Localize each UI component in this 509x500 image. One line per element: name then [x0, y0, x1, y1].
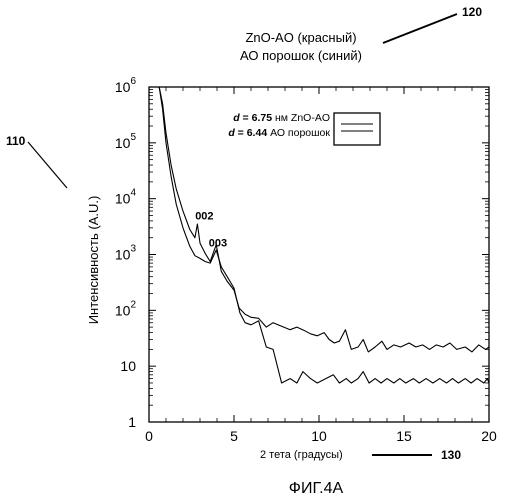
y-tick-base: 10: [115, 135, 131, 151]
ref-numeral-x-axis: 130: [441, 448, 461, 462]
y-tick-exponent: 6: [130, 76, 136, 87]
x-tick-label: 20: [481, 428, 497, 444]
y-tick-label: 105: [115, 132, 137, 151]
x-tick-label: 5: [230, 428, 238, 444]
y-tick-label: 10: [120, 358, 136, 374]
legend: d = 6.75 нм ZnO-AO d = 6.44 АО порошок: [228, 112, 380, 145]
chart-leader-line: [28, 142, 67, 188]
legend-equals: =: [240, 112, 252, 124]
y-tick-label: 102: [115, 299, 137, 318]
legend-box: [334, 113, 380, 145]
y-tick-base: 10: [115, 191, 131, 207]
legend-entry: d = 6.75 нм ZnO-AO: [233, 112, 330, 124]
legend-value: 6.44: [247, 127, 268, 139]
figure-caption: ФИГ.4А: [289, 480, 344, 497]
y-tick-label: 104: [115, 188, 137, 207]
y-tick-labels: 110102103104105106: [115, 76, 137, 430]
y-tick-label: 1: [128, 414, 136, 430]
y-tick-exponent: 3: [130, 244, 136, 255]
header-leader-line: [383, 14, 457, 43]
legend-value: 6.75: [252, 112, 273, 124]
peak-label: 003: [209, 237, 227, 249]
y-tick-label: 106: [115, 76, 137, 95]
y-tick-base: 10: [115, 247, 131, 263]
y-tick-exponent: 5: [130, 132, 136, 143]
y-axis-title: Интенсивность (A.U.): [86, 196, 101, 325]
legend-series-name: АО порошок: [267, 127, 330, 139]
legend-equals: =: [235, 127, 247, 139]
ref-numeral-header: 120: [462, 5, 482, 19]
x-axis-title: 2 тета (градусы): [260, 449, 343, 461]
header-line-1: ZnO-AO (красный): [245, 30, 356, 45]
header-line-2: АО порошок (синий): [240, 48, 362, 63]
y-tick-exponent: 4: [130, 188, 136, 199]
y-tick-base: 10: [115, 79, 131, 95]
legend-entry: d = 6.44 АО порошок: [228, 127, 330, 139]
y-tick-label: 103: [115, 244, 137, 263]
y-tick-base: 10: [120, 358, 136, 374]
x-tick-label: 15: [396, 428, 412, 444]
y-tick-base: 10: [115, 302, 131, 318]
peak-label: 002: [195, 211, 213, 223]
y-tick-base: 1: [128, 414, 136, 430]
y-tick-exponent: 2: [130, 299, 136, 310]
x-tick-labels: 0 5 10 15 20: [145, 428, 497, 444]
ref-numeral-chart: 110: [6, 134, 26, 148]
x-tick-label: 0: [145, 428, 153, 444]
legend-series-name: нм ZnO-AO: [272, 112, 330, 124]
x-tick-label: 10: [311, 428, 327, 444]
